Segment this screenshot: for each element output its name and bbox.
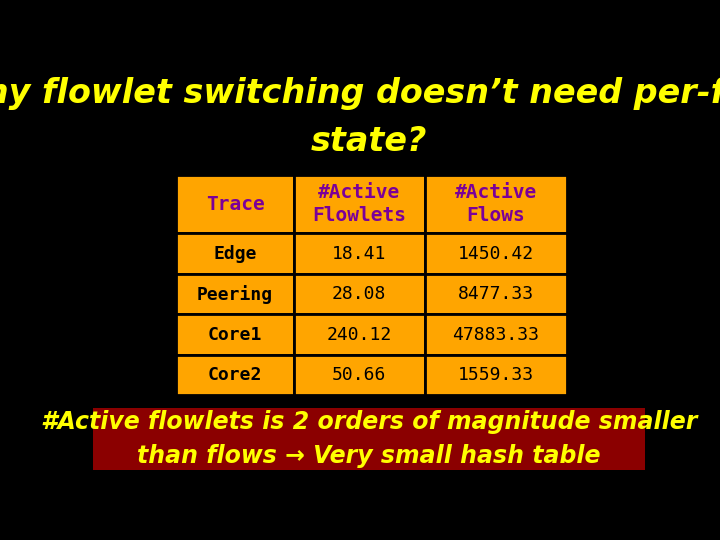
- Text: Core2: Core2: [208, 366, 262, 384]
- Text: Edge: Edge: [213, 245, 257, 262]
- Text: 8477.33: 8477.33: [458, 285, 534, 303]
- Text: #Active flowlets is 2 orders of magnitude smaller
than flows → Very small hash t: #Active flowlets is 2 orders of magnitud…: [41, 410, 697, 468]
- Bar: [176, 274, 294, 314]
- Bar: [176, 314, 294, 355]
- Bar: [425, 233, 567, 274]
- Bar: [176, 355, 294, 395]
- Text: 28.08: 28.08: [332, 285, 387, 303]
- Text: 47883.33: 47883.33: [452, 326, 539, 343]
- Bar: [294, 233, 425, 274]
- Text: Why flowlet switching doesn’t need per-flow: Why flowlet switching doesn’t need per-f…: [0, 77, 720, 110]
- Text: Core1: Core1: [208, 326, 262, 343]
- Text: state?: state?: [311, 125, 427, 158]
- Bar: [425, 314, 567, 355]
- Text: 1450.42: 1450.42: [458, 245, 534, 262]
- Bar: [93, 408, 645, 470]
- Bar: [294, 274, 425, 314]
- Bar: [294, 175, 425, 233]
- Bar: [294, 355, 425, 395]
- Text: 18.41: 18.41: [332, 245, 387, 262]
- Text: 1559.33: 1559.33: [458, 366, 534, 384]
- Text: Peering: Peering: [197, 285, 273, 303]
- Text: Trace: Trace: [206, 195, 264, 214]
- Text: 50.66: 50.66: [332, 366, 387, 384]
- Bar: [425, 355, 567, 395]
- Text: #Active
Flows: #Active Flows: [455, 183, 537, 225]
- Bar: [176, 175, 294, 233]
- Bar: [294, 314, 425, 355]
- Text: 240.12: 240.12: [326, 326, 392, 343]
- Bar: [176, 233, 294, 274]
- Bar: [425, 274, 567, 314]
- Bar: [425, 175, 567, 233]
- Text: #Active
Flowlets: #Active Flowlets: [312, 183, 406, 225]
